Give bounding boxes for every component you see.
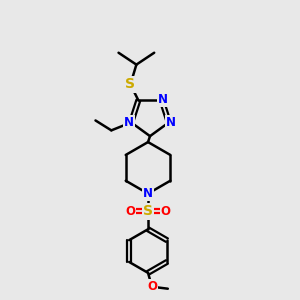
Text: N: N <box>124 116 134 129</box>
Text: O: O <box>147 280 157 293</box>
Text: N: N <box>158 93 168 106</box>
Text: O: O <box>161 205 171 218</box>
Text: N: N <box>143 187 153 200</box>
Text: O: O <box>125 205 135 218</box>
Text: S: S <box>125 77 135 92</box>
Text: S: S <box>143 204 153 218</box>
Text: N: N <box>166 116 176 129</box>
